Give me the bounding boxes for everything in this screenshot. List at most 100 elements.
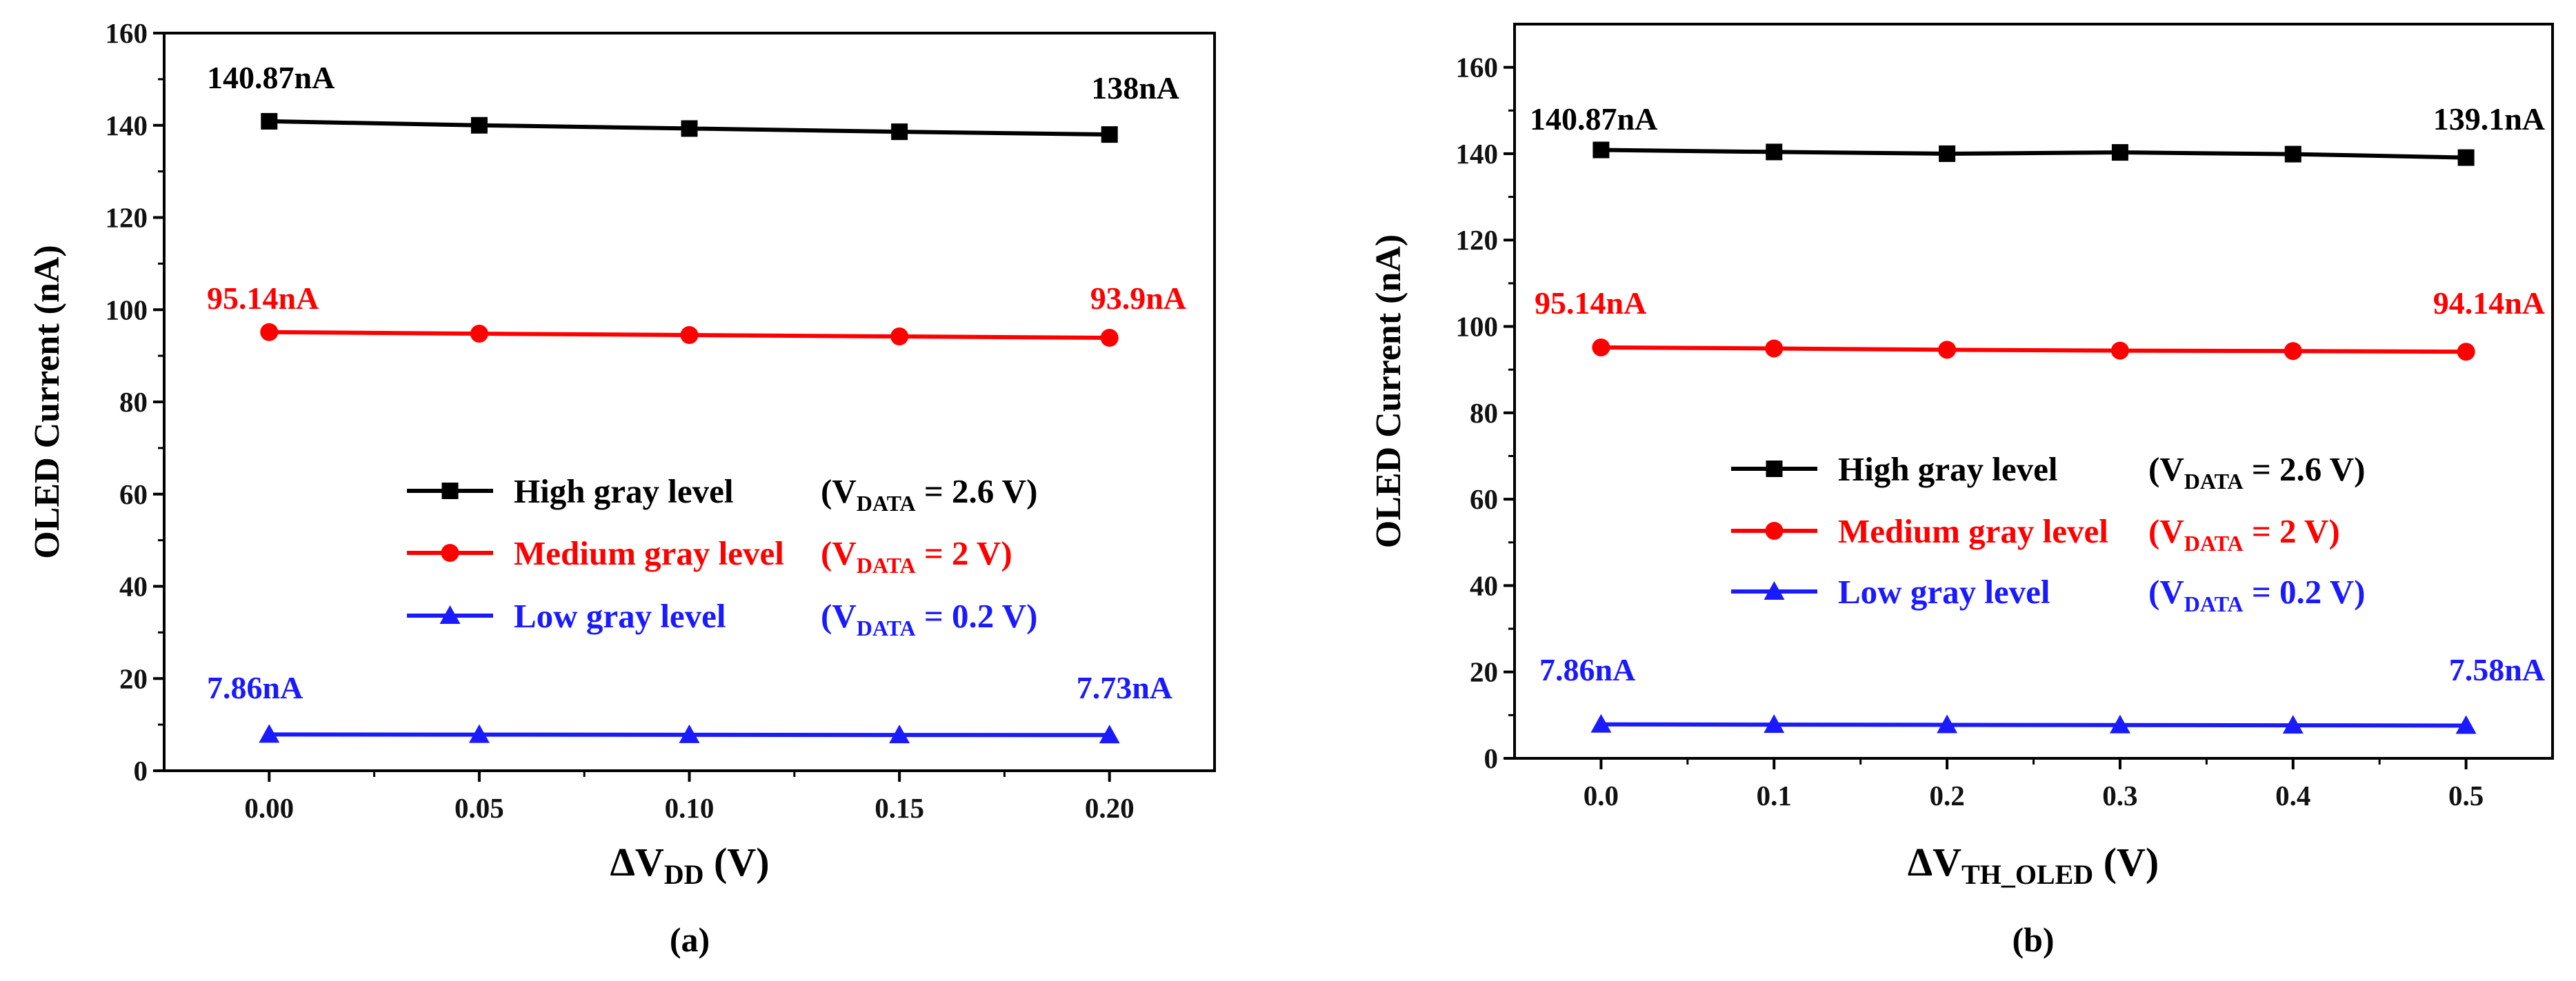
data-point-triangle — [679, 724, 700, 743]
text-span: ΔV — [1908, 840, 1961, 884]
value-label-start: 7.86nA — [1539, 652, 1635, 687]
y-tick-label: 20 — [1470, 656, 1498, 688]
x-tick-label: 0.15 — [875, 792, 924, 824]
value-label-start: 95.14nA — [207, 281, 319, 316]
x-axis-label: ΔVTH_OLED (V) — [1908, 840, 2159, 890]
panel-label: (b) — [2012, 920, 2054, 959]
text-span: (V — [2148, 450, 2184, 488]
legend-label: Medium gray level — [1838, 512, 2108, 550]
y-tick-label: 60 — [1470, 483, 1498, 515]
y-tick-label: 80 — [119, 386, 148, 418]
subscript: DATA — [2184, 531, 2244, 556]
legend-label: Low gray level — [1838, 573, 2050, 611]
x-axis-label: ΔVDD (V) — [610, 840, 769, 890]
data-point-square — [1766, 143, 1783, 161]
value-label-end: 138nA — [1091, 70, 1179, 105]
text-span: = 2.6 V) — [2244, 450, 2366, 488]
data-point-triangle — [1764, 714, 1785, 734]
value-label-end: 93.9nA — [1090, 281, 1186, 316]
y-tick-label: 40 — [1470, 569, 1498, 601]
text-span: (V — [821, 597, 857, 635]
legend-item-high: High gray level (VDATA = 2.6 V) — [407, 472, 1037, 516]
legend-item-high: High gray level (VDATA = 2.6 V) — [1731, 450, 2365, 494]
y-tick-label: 0 — [134, 755, 148, 787]
legend-marker-triangle — [1764, 581, 1785, 600]
data-point-triangle — [889, 725, 910, 744]
subscript: DATA — [2184, 469, 2244, 494]
series-line — [1601, 148, 2466, 160]
y-tick-label: 60 — [119, 478, 148, 510]
panel-label: (a) — [670, 920, 710, 959]
text-span: (V — [821, 472, 857, 510]
series-medium: 95.14nA 93.9nA — [207, 281, 1186, 347]
data-point-square — [261, 112, 278, 130]
legend-condition: (VDATA = 2.6 V) — [821, 472, 1037, 516]
data-point-circle — [260, 323, 279, 341]
text-span: (V — [2148, 573, 2184, 611]
legend-marker-square — [1766, 461, 1783, 477]
data-point-triangle — [2282, 715, 2304, 734]
legend-label: High gray level — [514, 472, 733, 510]
text-span: (V — [821, 534, 857, 572]
legend-item-medium: Medium gray level (VDATA = 2 V) — [1731, 512, 2340, 556]
data-point-circle — [1938, 341, 1957, 359]
legend-condition: (VDATA = 0.2 V) — [821, 597, 1037, 640]
x-tick-label: 0.20 — [1085, 792, 1135, 824]
plot-frame — [1513, 23, 2554, 760]
text-span: (V) — [704, 840, 770, 884]
data-point-circle — [680, 326, 699, 345]
plot-frame — [163, 32, 1216, 772]
legend-marker-triangle — [439, 605, 461, 624]
value-label-end: 139.1nA — [2433, 101, 2545, 136]
text-span: (V — [2148, 512, 2184, 550]
subscript: DATA — [857, 491, 916, 516]
data-point-circle — [890, 327, 909, 346]
data-point-circle — [1765, 339, 1784, 358]
data-point-triangle — [1099, 725, 1120, 744]
y-tick-label: 80 — [1470, 397, 1498, 429]
text-span: ΔV — [610, 840, 663, 884]
series-low: 7.86nA 7.58nA — [1539, 652, 2545, 734]
series-high: 140.87nA 139.1nA — [1530, 101, 2545, 166]
y-tick-label: 160 — [1456, 52, 1499, 83]
x-tick-label: 0.05 — [455, 792, 504, 824]
legend-condition: (VDATA = 2.6 V) — [2148, 450, 2365, 494]
data-point-triangle — [2109, 714, 2130, 734]
text-span: = 0.2 V) — [916, 597, 1038, 635]
chart-panel-a: 0 20 40 60 80 100 120 140 160 0.00 0.05 0.10 0.15 0.2… — [28, 17, 1216, 959]
y-axis-label: OLED Current (nA) — [1369, 234, 1408, 548]
subscript: DATA — [857, 616, 916, 640]
y-tick-label: 100 — [106, 294, 148, 325]
data-point-square — [1592, 141, 1610, 159]
data-point-circle — [1592, 338, 1610, 356]
y-tick-label: 140 — [106, 110, 148, 141]
data-point-square — [891, 123, 908, 141]
data-point-triangle — [259, 724, 280, 743]
data-point-square — [1101, 126, 1118, 143]
subscript: DD — [664, 859, 704, 890]
x-tick-label: 0.1 — [1757, 780, 1792, 811]
x-tick-label: 0.4 — [2275, 780, 2310, 811]
text-span: (V) — [2093, 840, 2159, 884]
data-point-circle — [470, 325, 488, 343]
x-tick-label: 0.00 — [244, 792, 294, 824]
value-label-end: 94.14nA — [2433, 285, 2545, 321]
legend-label: High gray level — [1838, 450, 2057, 488]
legend-marker-square — [441, 483, 459, 499]
y-tick-label: 40 — [119, 571, 148, 603]
data-point-square — [681, 120, 698, 137]
legend-item-medium: Medium gray level (VDATA = 2 V) — [407, 534, 1012, 578]
subscript: TH_OLED — [1961, 859, 2093, 890]
y-axis-label: OLED Current (nA) — [28, 245, 67, 558]
data-point-circle — [2284, 342, 2302, 361]
legend-condition: (VDATA = 0.2 V) — [2148, 573, 2365, 616]
data-point-triangle — [468, 724, 490, 743]
series-high: 140.87nA 138nA — [207, 60, 1179, 143]
data-point-circle — [2457, 343, 2475, 361]
text-span: = 0.2 V) — [2244, 573, 2366, 611]
legend-label: Medium gray level — [514, 534, 784, 572]
y-tick-label: 160 — [106, 17, 148, 49]
value-label-start: 95.14nA — [1535, 285, 1646, 321]
subscript: DATA — [2184, 591, 2244, 616]
value-label-end: 7.73nA — [1077, 670, 1172, 705]
